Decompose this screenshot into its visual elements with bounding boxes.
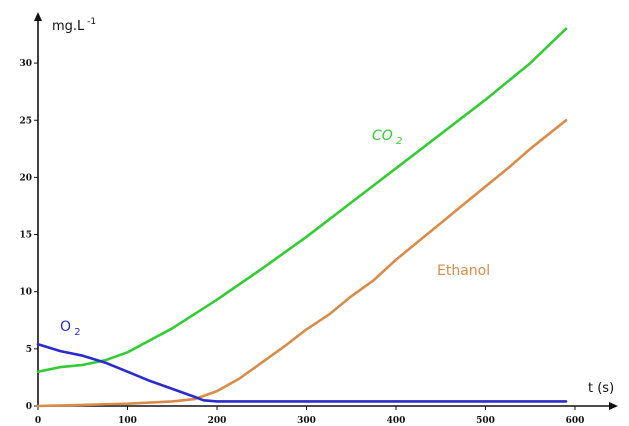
y-tick-label: 25 [19,116,32,126]
series-line-ethanol [36,119,568,408]
y-tick-label: 5 [26,345,32,355]
x-tick-label: 200 [208,416,227,426]
axes: mg.L -1 t (s) [34,12,618,410]
x-tick-label: 0 [35,416,41,426]
y-tick-label: 30 [19,59,32,69]
ticks: 0 100 200 300 400 500 600 0 5 10 15 20 25 30 [19,59,584,426]
x-tick-label: 400 [387,416,406,426]
y-tick-label: 15 [19,231,32,241]
series-label-ethanol: Ethanol [437,263,490,279]
x-tick-label: 600 [566,416,585,426]
y-tick-label: 0 [26,402,32,412]
y-tick-label: 20 [19,173,32,183]
series-label-co2: CO 2 [372,128,402,147]
y-axis-label: mg.L -1 [52,17,96,34]
series-labels: CO 2 Ethanol O 2 [60,128,490,338]
series-line-o2 [36,342,568,403]
y-tick-label: 10 [19,288,32,298]
x-tick-label: 100 [118,416,137,426]
y-axis-arrow-icon [34,12,42,21]
series-label-o2: O 2 [60,319,81,338]
x-axis-label: t (s) [588,381,614,396]
x-tick-label: 300 [297,416,316,426]
x-tick-label: 500 [476,416,495,426]
series-lines [36,27,568,408]
x-axis-arrow-icon [609,402,618,410]
series-line-co2 [36,27,568,374]
